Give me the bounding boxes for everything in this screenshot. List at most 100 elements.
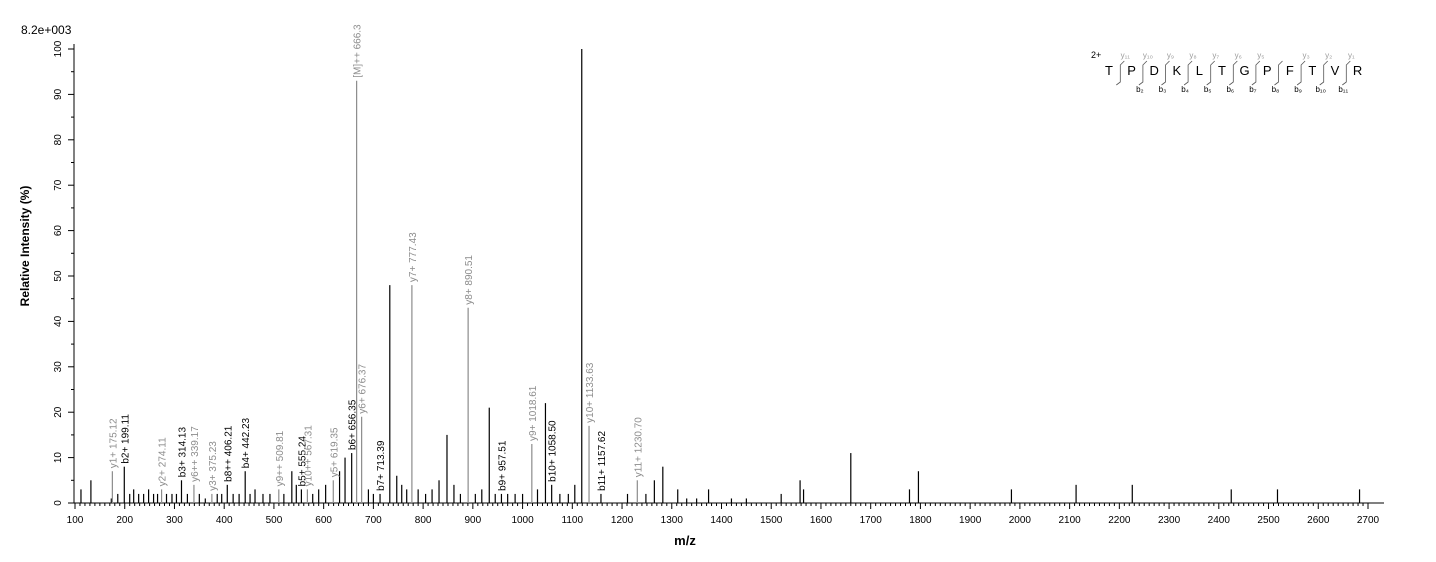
peak-label: y8+ 890.51: [464, 255, 475, 305]
x-tick-label: 2100: [1058, 515, 1081, 526]
y-ion-marker: y₁: [1348, 51, 1355, 60]
b-ion-marker: b₉: [1294, 85, 1302, 94]
b-ion-marker: b₁₀: [1315, 85, 1325, 94]
x-tick-label: 1300: [661, 515, 684, 526]
y-tick-label: 100: [53, 40, 64, 57]
peak-label: y1+ 175.12: [108, 418, 119, 468]
y-tick-label: 60: [53, 225, 64, 237]
x-axis-label: m/z: [674, 533, 696, 548]
x-tick-label: 2000: [1009, 515, 1032, 526]
y-tick-label: 0: [53, 500, 64, 506]
y-tick-label: 30: [53, 361, 64, 373]
peak-labels: y1+ 175.12 b2+ 199.11 y2+ 274.11 b3+ 314.13…: [108, 24, 644, 491]
sequence-residue: K: [1172, 63, 1181, 78]
sequence-residue: T: [1105, 63, 1113, 78]
b-ion-marker: b₆: [1226, 85, 1234, 94]
sequence-residue: P: [1263, 63, 1272, 78]
x-tick-label: 100: [67, 515, 84, 526]
x-tick-label: 2600: [1307, 515, 1330, 526]
y-ion-marker: y₂: [1325, 51, 1332, 60]
x-tick-label: 2300: [1158, 515, 1181, 526]
b-ion-marker: b₁₁: [1338, 85, 1348, 94]
x-tick-label: 1200: [611, 515, 634, 526]
y-tick-label: 10: [53, 452, 64, 464]
peak-label: y2+ 274.11: [158, 437, 169, 486]
cleavage-bracket: [1206, 60, 1215, 86]
y-tick-label: 40: [53, 315, 64, 327]
sequence-residue: D: [1150, 63, 1159, 78]
peak-label: y6+ 676.37: [358, 364, 369, 414]
sequence-residue: T: [1218, 63, 1226, 78]
y-tick-label: 90: [53, 88, 64, 100]
x-tick-label: 2500: [1257, 515, 1280, 526]
y-ion-marker: y₈: [1189, 51, 1196, 60]
peak-label: y10++ 567.31: [303, 425, 314, 487]
y-ion-marker: y₅: [1257, 51, 1264, 60]
y-tick-label: 80: [53, 134, 64, 146]
sequence-residue: R: [1353, 63, 1362, 78]
y-ion-marker: y₇: [1212, 51, 1219, 60]
peak-label: b4+ 442.23: [241, 417, 252, 468]
cleavage-bracket: [1296, 60, 1306, 86]
peak-label: y10+ 1133.63: [585, 362, 596, 423]
x-tick-label: 200: [116, 515, 133, 526]
peak-label: b11+ 1157.62: [597, 431, 608, 491]
cleavage-bracket: [1274, 60, 1283, 86]
peak-label: y9++ 509.81: [275, 430, 286, 486]
x-tick-label: 1800: [909, 515, 932, 526]
b-ion-marker: b₅: [1204, 85, 1212, 94]
peak-label: b6+ 656.35: [348, 399, 359, 450]
axes: 100 200 300 400 500 600 700 800 900 1000 1100 1200 1…: [53, 40, 1384, 526]
cleavage-bracket: [1138, 60, 1148, 86]
cleavage-bracket: [1342, 60, 1351, 86]
x-tick-label: 1000: [511, 515, 534, 526]
x-tick-label: 400: [216, 515, 233, 526]
cleavage-bracket: [1116, 60, 1125, 86]
peak-label: [M]++ 666.3: [353, 24, 364, 78]
x-tick-label: 600: [315, 515, 332, 526]
cleavage-bracket: [1251, 60, 1261, 86]
sequence-residue: T: [1308, 63, 1316, 78]
x-tick-label: 2700: [1357, 515, 1380, 526]
y-ion-marker: y₁₀: [1143, 51, 1153, 60]
x-tick-label: 1600: [810, 515, 833, 526]
b-ion-marker: b₂: [1136, 85, 1144, 94]
peak-label: b10+ 1058.50: [548, 420, 559, 482]
x-tick-label: 2400: [1208, 515, 1231, 526]
peak-label: b2+ 199.11: [120, 414, 131, 464]
b-ion-marker: b₃: [1159, 85, 1167, 94]
x-tick-label: 1100: [562, 515, 584, 526]
peak-label: y9+ 1018.61: [528, 385, 539, 441]
peak-label: b8++ 406.21: [223, 425, 234, 482]
b-ion-marker: b₄: [1181, 85, 1189, 94]
y-tick-label: 20: [53, 406, 64, 418]
cleavage-bracket: [1183, 60, 1193, 86]
peak-label: b3+ 314.13: [177, 427, 188, 478]
x-tick-label: 1400: [710, 515, 733, 526]
charge-state: 2+: [1091, 50, 1101, 60]
sequence-residue: P: [1127, 63, 1136, 78]
peaks: [80, 49, 1361, 503]
sequence-residue: L: [1196, 63, 1203, 78]
intensity-scale-label: 8.2e+003: [21, 23, 72, 37]
b-ion-marker: b₇: [1249, 85, 1256, 94]
sequence-residue: G: [1240, 63, 1250, 78]
peak-label: y7+ 777.43: [408, 232, 419, 282]
cleavage-bracket: [1161, 60, 1170, 86]
x-tick-label: 300: [166, 515, 183, 526]
cleavage-bracket: [1319, 60, 1328, 86]
peak-label: y5+ 619.35: [329, 427, 340, 477]
y-ion-marker: y₆: [1235, 51, 1242, 60]
peak-label: y11+ 1230.70: [633, 417, 644, 478]
x-tick-label: 1900: [959, 515, 982, 526]
sequence-residue: F: [1286, 63, 1294, 78]
b-ion-marker: b₈: [1272, 85, 1280, 94]
peak-label: y3+ 375.23: [208, 441, 219, 491]
x-tick-label: 1500: [760, 515, 783, 526]
x-tick-label: 700: [365, 515, 382, 526]
x-tick-label: 1700: [860, 515, 883, 526]
x-tick-label: 2200: [1108, 515, 1131, 526]
y-axis-label: Relative Intensity (%): [18, 186, 32, 307]
